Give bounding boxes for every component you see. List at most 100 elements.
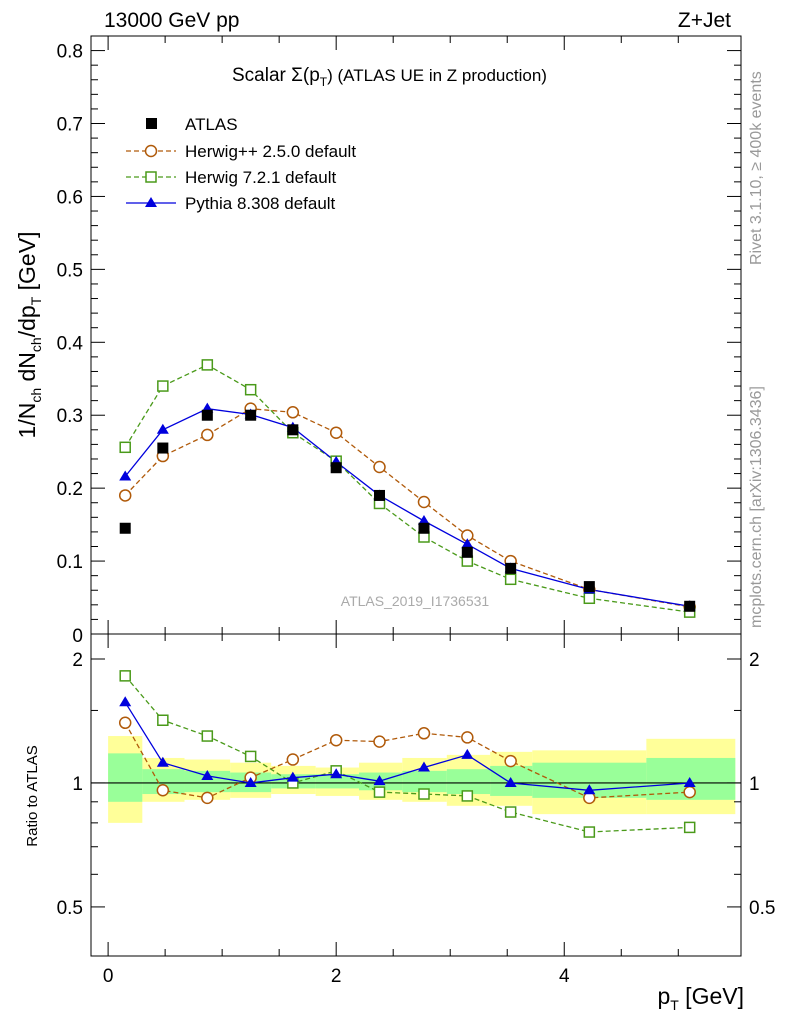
y-tick-label: 0.3 [57,406,83,427]
ratio-point-herwig7 [373,786,386,798]
x-tick-label: 4 [559,966,570,987]
legend-marker-atlas [146,118,157,129]
line-herwig7 [124,364,690,613]
ratio-y-tick-label-right: 2 [749,650,760,671]
point-herwig7 [119,441,131,454]
legend-entry-herwigpp: Herwig++ 2.5.0 default [126,142,356,161]
markers-herwig7 [119,359,696,618]
point-pythia [417,514,430,525]
ratio-axes: 0.5 0.5 1 1 2 2 0 2 4 [57,634,775,987]
legend-label-pythia: Pythia 8.308 default [185,194,336,213]
chart-title-sub: T [320,75,328,89]
legend-label-atlas: ATLAS [185,115,238,134]
y-tick-label: 0.5 [57,260,83,281]
ratio-plot-area [91,670,741,838]
markers-data [119,409,696,612]
x-axis-label-a-sub: T [670,997,679,1013]
ratio-y-tick-label: 1 [72,774,83,795]
process-label: Z+Jet [678,9,731,32]
point-pythia [461,538,474,549]
y-axis-label-a: 1/N [14,403,40,439]
chart-title-sigma: Σ(p [291,65,320,86]
point-herwig7 [201,359,214,371]
ratio-point-pythia [461,748,474,759]
ratio-y-tick-label-right: 1 [749,774,760,795]
legend-marker-herwigpp [144,144,158,158]
ratio-point-herwig7 [504,806,517,818]
ratio-series-pythia [119,696,696,795]
point-data [583,581,595,593]
point-data [157,442,169,454]
ratio-point-herwig7 [461,790,474,802]
legend-marker-herwig7 [145,171,157,183]
legend-entry-pythia: Pythia 8.308 default [126,194,336,213]
series-herwigpp [124,408,690,608]
ratio-frame [90,633,742,957]
markers-herwigpp [118,402,696,614]
legend-entry-atlas: ATLAS [146,115,238,134]
point-data [119,522,131,534]
point-herwigpp [329,426,343,439]
point-data [201,409,213,421]
legend-entry-herwig7: Herwig 7.2.1 default [126,168,336,187]
ratio-point-herwig7 [157,714,169,726]
point-data [418,522,430,534]
ratio-point-pythia [683,776,696,787]
point-herwig7 [244,383,257,396]
point-herwigpp [373,460,386,474]
ratio-point-herwigpp [201,791,214,805]
energy-label: 13000 GeV pp [104,9,239,32]
ratio-point-pythia [583,784,596,795]
point-herwigpp [118,489,132,502]
ratio-line-herwig7 [124,675,690,833]
ratio-line-pythia [124,701,690,791]
ratio-point-herwig7 [201,730,214,742]
uncertainty-band-inner [184,770,231,793]
chart-title-prefix: Scalar [232,65,291,86]
ratio-point-pythia [330,768,343,779]
ratio-point-herwigpp [504,754,517,768]
point-data [374,489,386,501]
legend-marker-pythia [145,197,157,207]
point-data [461,546,473,558]
ratio-y-axis-label: Ratio to ATLAS [24,745,41,846]
main-y-axis: 0.1 0.2 0.3 0.4 0.5 0.6 0.7 0.8 0 [57,36,741,647]
rivet-label: Rivet 3.1.10, ≥ 400k events [748,71,765,265]
ratio-point-herwig7 [583,826,596,838]
ratio-point-herwig7 [119,670,131,682]
point-pythia [119,470,132,481]
main-plot-area [118,359,696,618]
ratio-y-tick-label-right: 0.5 [749,898,775,919]
y-zero-label: 0 [72,626,83,647]
ratio-panel: 0.5 0.5 1 1 2 2 0 2 4 Ratio to ATLAS pT [GeV] [24,633,775,1013]
line-herwigpp [124,408,690,608]
y-tick-label: 0.6 [57,187,83,208]
ratio-point-pythia [286,771,299,782]
ratio-point-herwigpp [118,716,132,730]
point-herwig7 [583,592,596,605]
y-axis-label-d: [GeV] [14,232,40,297]
uncertainty-band-inner [446,769,491,795]
legend: ATLAS Herwig++ 2.5.0 default Herwig 7.2.… [126,115,356,213]
point-herwigpp [286,406,300,419]
ratio-point-herwigpp [373,735,386,748]
x-axis-label-a: p [657,983,670,1009]
point-herwigpp [417,495,431,509]
series-pythia [124,408,690,607]
ratio-point-herwigpp [329,733,343,747]
ratio-point-pythia [373,775,386,786]
ratio-point-herwig7 [418,788,430,800]
y-axis-label-b-sub: ch [28,337,44,352]
mcplots-label: mcplots.cern.ch [arXiv:1306.3436] [748,386,765,628]
main-panel: 0.10.20.30.40.50.60.70.80 Scalar Σ(pT) (… [14,35,742,647]
uncertainty-band-inner [108,753,143,802]
x-axis-label-b: [GeV] [679,983,744,1009]
ratio-point-herwigpp [417,727,431,740]
ratio-point-pythia [156,756,169,767]
point-pythia [156,423,169,434]
y-axis-label: 1/Nch dNch/dpT [GeV] [14,232,44,439]
point-data [505,562,517,574]
y-tick-label: 0.8 [57,42,83,63]
ratio-y-tick-label: 0.5 [57,898,83,919]
ratio-point-pythia [417,761,430,772]
